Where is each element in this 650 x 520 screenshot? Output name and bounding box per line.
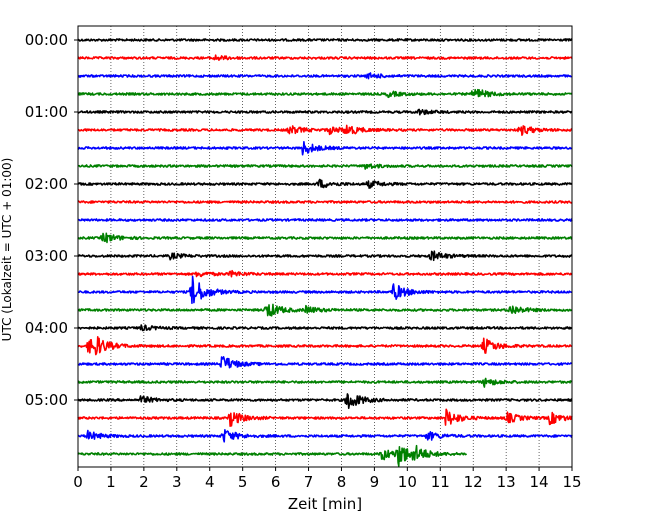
x-axis-label: Zeit [min] [288,495,362,513]
trace-line [78,55,572,60]
trace-line [78,180,572,189]
trace-line [78,446,467,466]
x-tick-label: 11 [431,473,450,491]
x-tick-label: 13 [497,473,516,491]
x-tick-label: 1 [106,473,116,491]
trace-line [78,125,572,135]
y-tick-label: 00:00 [25,31,68,49]
trace-line [78,271,572,277]
trace-line [78,109,572,114]
trace-line [78,394,572,408]
trace-line [78,233,572,242]
x-tick-label: 7 [304,473,314,491]
trace-line [78,409,572,426]
y-axis-label: UTC (Lokalzeit = UTC + 01:00) [0,158,14,342]
y-tick-label: 02:00 [25,175,68,193]
trace-line [78,219,572,221]
x-tick-label: 8 [337,473,347,491]
y-axis-ticks: 00:00 01:00 02:00 03:00 04:00 05:00 [25,31,78,409]
x-tick-label: 14 [530,473,549,491]
y-tick-label: 05:00 [25,391,68,409]
trace-line [78,357,572,368]
y-tick-label: 01:00 [25,103,68,121]
trace-line [78,39,572,41]
trace-line [78,276,572,303]
trace-lines [78,39,572,466]
x-tick-label: 15 [562,473,581,491]
x-tick-label: 4 [205,473,215,491]
x-tick-label: 12 [464,473,483,491]
x-tick-label: 2 [139,473,149,491]
x-tick-label: 3 [172,473,182,491]
trace-line [78,201,572,203]
trace-line [78,304,572,315]
trace-line [78,430,572,442]
x-tick-label: 9 [370,473,380,491]
x-tick-label: 0 [73,473,83,491]
x-tick-label: 5 [238,473,248,491]
x-axis-ticks: 0 1 2 3 4 5 6 7 8 9 10 11 12 13 14 15 [73,467,581,491]
trace-line [78,73,572,79]
trace-line [78,142,572,155]
y-tick-label: 04:00 [25,319,68,337]
trace-line [78,337,572,355]
trace-line [78,325,572,330]
trace-line [78,90,572,98]
x-tick-label: 6 [271,473,281,491]
y-tick-label: 03:00 [25,247,68,265]
trace-line [78,251,572,260]
trace-line [78,164,572,169]
trace-line [78,379,572,388]
x-tick-label: 10 [398,473,417,491]
